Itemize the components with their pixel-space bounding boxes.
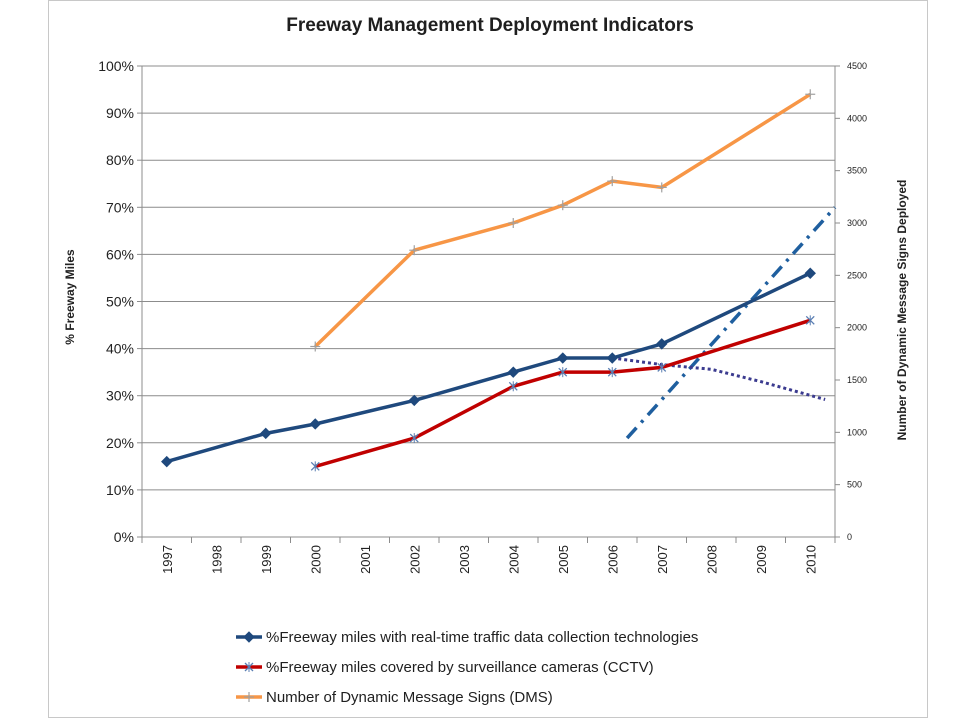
legend: %Freeway miles with real-time traffic da… [236,629,698,706]
y2-tick-label: 4000 [847,113,867,123]
y-tick-label: 40% [106,341,134,357]
data-point [557,200,568,211]
y2-tick-label: 3500 [847,166,867,176]
y2-axis-ticks: 0 500 1000 1500 2000 2500 3000 3500 4000 4500 [835,61,867,542]
series-2 [310,315,815,472]
data-point [606,352,618,364]
chart-title: Freeway Management Deployment Indicators [286,15,694,36]
y-tick-label: 10% [106,482,134,498]
data-point [508,218,519,228]
data-point [557,352,569,364]
x-tick-label: 2001 [358,545,373,574]
y2-tick-label: 4500 [847,61,867,71]
legend-item: %Freeway miles with real-time traffic da… [236,629,698,646]
data-point [244,692,254,702]
data-point [805,315,815,326]
trendline-dotted [612,356,826,401]
data-point [409,245,420,256]
series-line [314,318,811,469]
y-tick-label: 60% [106,246,134,262]
data-point [607,367,617,378]
series-1 [161,267,816,468]
data-point [507,366,519,378]
x-tick-label: 2010 [803,545,818,574]
y-axis-ticks: 0% 10% 20% 30% 40% 50% 60% 70% 80% 90% 100% [98,58,142,545]
y-axis-label: % Freeway Miles [63,249,77,345]
legend-label: %Freeway miles covered by surveillance c… [266,659,654,676]
data-point [656,182,667,193]
x-tick-label: 1997 [160,545,175,574]
y-tick-label: 30% [106,388,134,404]
y2-tick-label: 2500 [847,270,867,280]
x-tick-label: 2000 [308,545,323,574]
data-point [310,461,320,472]
data-point [309,418,321,430]
trendline-dash-dot [625,206,837,440]
legend-label: %Freeway miles with real-time traffic da… [266,629,698,646]
x-tick-label: 2006 [605,545,620,574]
x-tick-label: 2009 [754,545,769,574]
y2-axis-label: Number of Dynamic Message Signs Deployed [895,180,909,441]
y-tick-label: 0% [114,529,134,545]
x-tick-label: 1998 [209,545,224,574]
legend-label: Number of Dynamic Message Signs (DMS) [266,689,553,706]
x-tick-label: 2007 [655,545,670,574]
y2-tick-label: 1000 [847,427,867,437]
y-tick-label: 100% [98,58,134,74]
data-point [310,341,321,352]
x-tick-label: 2004 [506,545,521,574]
y-tick-label: 80% [106,152,134,168]
gridlines [142,65,835,538]
data-point [657,362,667,373]
x-tick-label: 2002 [407,545,422,574]
y2-tick-label: 3000 [847,218,867,228]
x-tick-label: 2005 [556,545,571,574]
chart-frame [48,0,928,718]
x-tick-label: 2003 [457,545,472,574]
series-layer [161,89,837,472]
x-tick-label: 1999 [259,545,274,574]
x-axis-ticks: 1997 1998 1999 2000 2001 2002 2003 2004 2005 2006… [141,537,836,574]
data-point [243,631,255,643]
y-tick-label: 70% [106,199,134,215]
y2-tick-label: 500 [847,480,862,490]
series-3 [310,89,816,352]
y-tick-label: 20% [106,435,134,451]
y2-tick-label: 1500 [847,375,867,385]
y2-tick-label: 2000 [847,323,867,333]
data-point [260,427,272,440]
data-point [408,394,420,407]
data-point [244,662,254,672]
x-tick-label: 2008 [704,545,719,574]
data-point [161,455,173,468]
data-point [409,433,419,444]
data-point [804,267,816,279]
data-point [558,367,568,378]
data-point [656,338,668,350]
y-tick-label: 90% [106,105,134,121]
y2-tick-label: 0 [847,532,852,542]
data-point [805,89,816,100]
legend-item: %Freeway miles covered by surveillance c… [236,659,654,676]
y-tick-label: 50% [106,294,134,310]
data-point [607,176,618,187]
data-point [508,381,518,392]
legend-item: Number of Dynamic Message Signs (DMS) [236,689,553,706]
